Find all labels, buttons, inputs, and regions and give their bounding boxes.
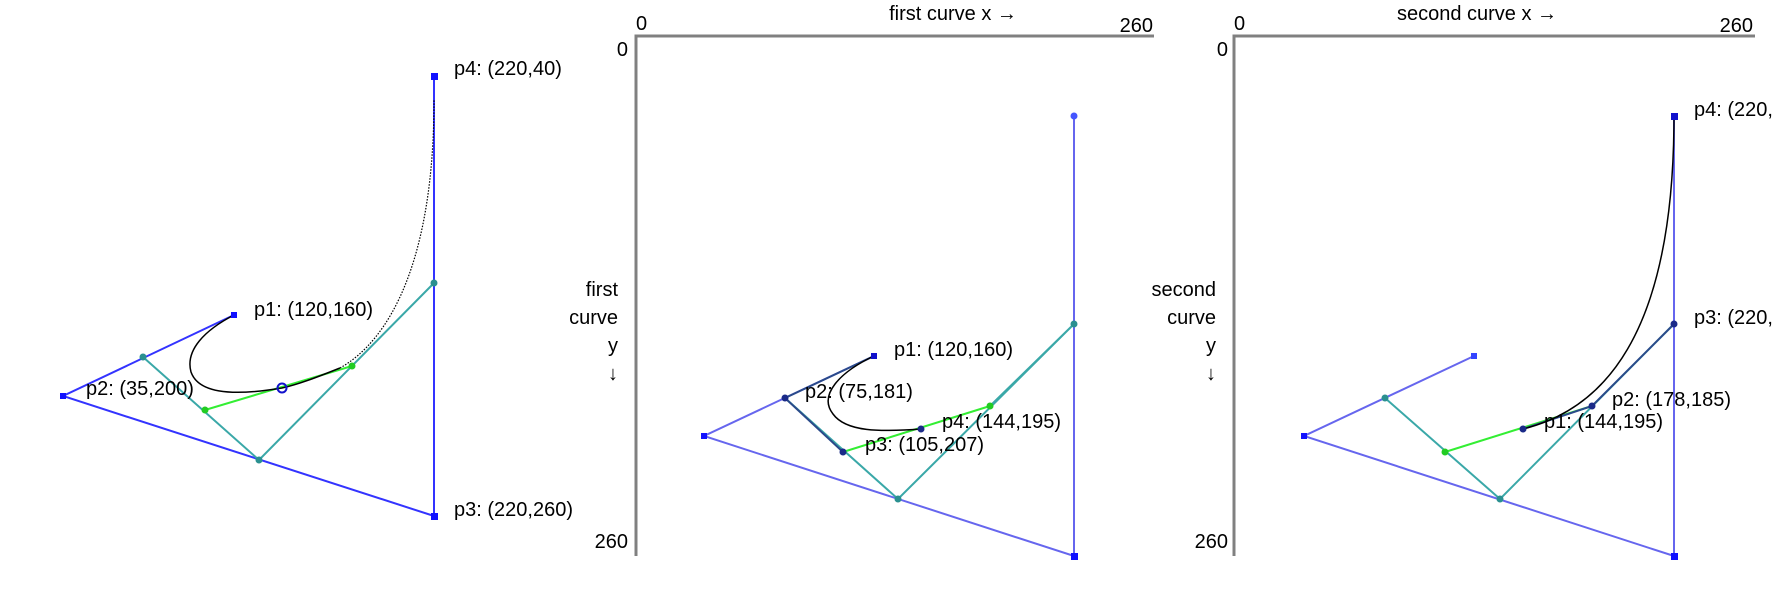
x-axis-min: 0 (1234, 13, 1245, 35)
panel-second-curve: 0 second curve x → 260 0 260 second curv… (1152, 3, 1773, 560)
point-p1 (871, 353, 877, 359)
point-p2 (1588, 402, 1596, 410)
point-p4 (431, 73, 438, 80)
y-axis-title-line-2: curve (1167, 307, 1216, 329)
point-p1 (231, 312, 237, 318)
midpoint-right (348, 362, 356, 370)
y-axis-title-line-4: ↓ (608, 363, 618, 385)
original-point-p3 (1671, 553, 1678, 560)
label-p1: p1: (144,195) (1544, 411, 1663, 433)
label-p4: p4: (220,40) (454, 58, 562, 80)
label-p2: p2: (75,181) (805, 381, 913, 403)
point-p2 (60, 393, 66, 399)
midpoint-left (201, 406, 209, 414)
midpoint-34 (430, 279, 438, 287)
midpoint-23 (894, 495, 902, 503)
original-point-p1 (1471, 353, 1477, 359)
label-p4: p4: (144,195) (942, 411, 1061, 433)
panel-original-curve: p1: (120,160) p2: (35,200) p3: (220,260)… (60, 58, 573, 521)
y-axis-max: 260 (1195, 531, 1228, 553)
point-p3 (431, 513, 438, 520)
original-point-p3 (1071, 553, 1078, 560)
original-point-p2 (701, 433, 707, 439)
first-sub-curve (827, 355, 922, 432)
y-axis-title-line-3: y (608, 335, 618, 357)
label-p4: p4: (220, (1694, 99, 1773, 121)
label-p3: p3: (220,260) (454, 499, 573, 521)
point-p2 (781, 394, 789, 402)
midpoint-34 (1070, 320, 1078, 328)
midpoint-23 (255, 456, 263, 464)
label-p2: p2: (178,185) (1612, 389, 1731, 411)
original-construction (784, 323, 1075, 501)
label-p2: p2: (35,200) (86, 378, 194, 400)
original-control-polygon (1301, 116, 1675, 558)
y-axis-title-line-3: y (1206, 335, 1216, 357)
original-point-p2 (1301, 433, 1307, 439)
label-p3: p3: (220, (1694, 307, 1773, 329)
axes (1232, 34, 1755, 556)
bezier-curve-solid (189, 314, 341, 393)
midpoint-12 (1381, 394, 1389, 402)
bezier-curve-dotted (339, 99, 435, 369)
axes (634, 34, 1154, 556)
original-point-p4 (1070, 112, 1078, 120)
x-axis-title: second curve x → (1397, 3, 1557, 25)
midpoint-12 (139, 353, 147, 361)
midpoint-right (986, 402, 994, 410)
point-p4 (917, 425, 925, 433)
y-axis-max: 260 (595, 531, 628, 553)
control-polygon (60, 76, 435, 518)
label-p1: p1: (120,160) (254, 299, 373, 321)
y-axis-min: 0 (617, 39, 628, 61)
point-p3 (1670, 320, 1678, 328)
label-p3: p3: (105,207) (865, 434, 984, 456)
panel-first-curve: 0 first curve x → 260 0 260 first curve … (569, 3, 1154, 560)
x-axis-max: 260 (1120, 15, 1153, 37)
point-p4 (1671, 113, 1678, 120)
y-axis-title-line-1: first (586, 279, 619, 301)
y-axis-min: 0 (1217, 39, 1228, 61)
point-p1 (1519, 425, 1527, 433)
y-axis-title-line-4: ↓ (1206, 363, 1216, 385)
second-sub-curve (1522, 115, 1675, 430)
y-axis-title-line-2: curve (569, 307, 618, 329)
point-p3 (839, 448, 847, 456)
x-axis-min: 0 (636, 13, 647, 35)
split-point (276, 382, 288, 394)
midpoint-left (1441, 448, 1449, 456)
y-axis-title-line-1: second (1152, 279, 1217, 301)
midpoint-23 (1496, 495, 1504, 503)
x-axis-title: first curve x → (889, 3, 1017, 25)
x-axis-max: 260 (1720, 15, 1753, 37)
label-p1: p1: (120,160) (894, 339, 1013, 361)
